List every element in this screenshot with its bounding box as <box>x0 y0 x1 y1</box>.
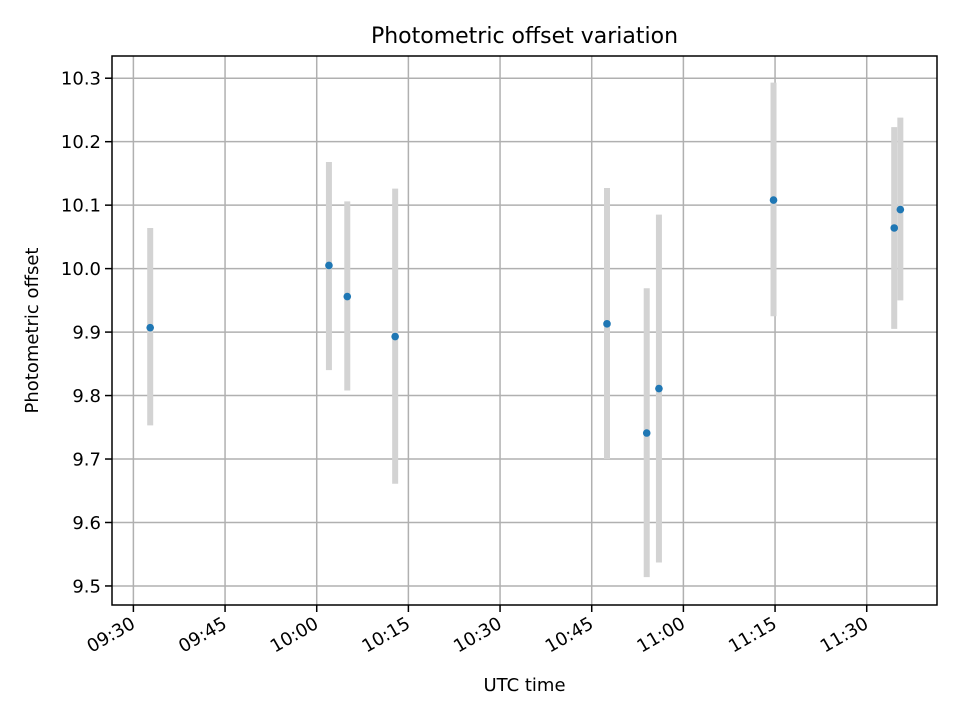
data-point <box>146 323 154 332</box>
data-point <box>655 384 663 393</box>
data-point <box>603 320 611 328</box>
y-axis-label: Photometric offset <box>22 248 43 414</box>
data-point <box>769 196 778 204</box>
plot-frame <box>111 55 938 606</box>
y-tick-label: 9.8 <box>72 386 101 407</box>
grid-lines <box>112 56 937 605</box>
y-tick-label: 10.0 <box>61 259 101 280</box>
data-point <box>890 224 899 232</box>
y-tick-label: 10.3 <box>61 69 101 90</box>
y-tick-label: 9.5 <box>72 576 101 597</box>
y-tick-label: 9.6 <box>72 513 101 534</box>
y-tick-label: 9.7 <box>72 450 101 471</box>
y-tick-label: 10.2 <box>61 132 101 153</box>
y-tick-label: 9.9 <box>72 323 101 344</box>
data-point <box>325 261 333 270</box>
data-point <box>343 292 352 301</box>
chart-title: Photometric offset variation <box>371 24 678 49</box>
data-point <box>896 205 905 214</box>
data-point <box>642 429 651 437</box>
x-axis-label: UTC time <box>483 675 565 696</box>
y-tick-label: 10.1 <box>61 196 101 217</box>
data-point <box>391 332 399 341</box>
data-points <box>146 196 905 437</box>
